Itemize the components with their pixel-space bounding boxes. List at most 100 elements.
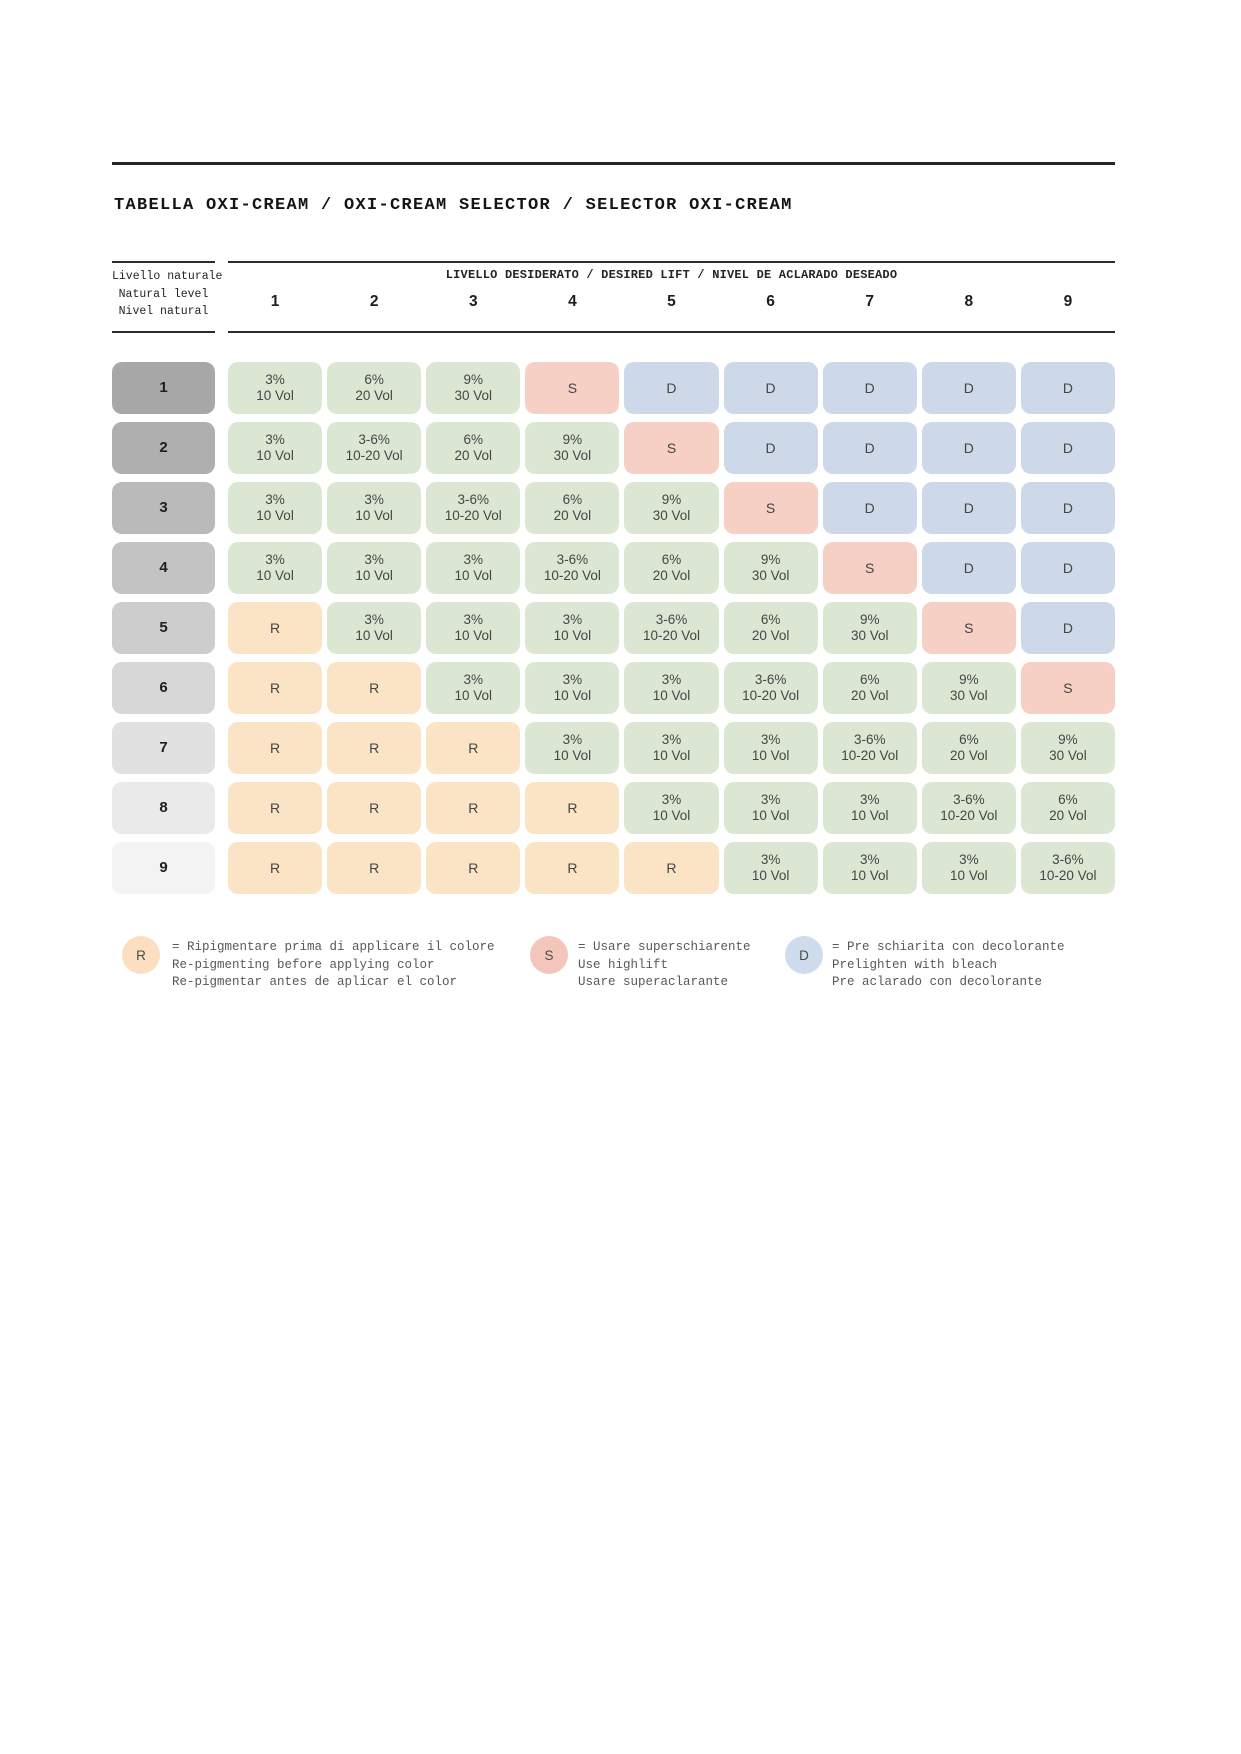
label-column-gap (220, 722, 223, 774)
column-number: 4 (568, 293, 577, 310)
legend-r-line-es: Re-pigmentar antes de aplicar el color (172, 975, 458, 989)
developer-cell: 3% 10 Vol (822, 782, 917, 834)
bleach-cell: D (921, 542, 1016, 594)
developer-cell: 3-6% 10-20 Vol (327, 422, 422, 474)
repigment-cell: R (327, 782, 422, 834)
repigment-cell: R (327, 722, 422, 774)
row-level-cell: 1 (112, 362, 215, 414)
column-number: 9 (1063, 293, 1073, 310)
repigment-cell: R (228, 602, 323, 654)
legend-r-line-it: = Ripigmentare prima di applicare il col… (172, 940, 495, 954)
developer-cell: 3% 10 Vol (624, 782, 719, 834)
repigment-cell: R (228, 662, 323, 714)
row-level-cell: 4 (112, 542, 215, 594)
repigment-cell: R (525, 782, 620, 834)
row-level-cell: 3 (112, 482, 215, 534)
label-column-gap (220, 782, 223, 834)
legend-d-line-es: Pre aclarado con decolorante (832, 975, 1043, 989)
repigment-cell: R (327, 842, 422, 894)
legend-group-bleach: D = Pre schiarita con decolorante Prelig… (785, 936, 1065, 992)
developer-cell: 3% 10 Vol (426, 662, 521, 714)
developer-cell: 3% 10 Vol (525, 602, 620, 654)
repigment-cell: R (228, 782, 323, 834)
bleach-cell: D (921, 422, 1016, 474)
repigment-cell: R (426, 842, 521, 894)
bleach-cell: D (1020, 542, 1115, 594)
developer-cell: 6% 20 Vol (1020, 782, 1115, 834)
developer-cell: 3-6% 10-20 Vol (624, 602, 719, 654)
column-number: 7 (865, 293, 875, 310)
col-axis-label: LIVELLO DESIDERATO / DESIRED LIFT / NIVE… (445, 268, 898, 282)
highlift-cell: S (525, 362, 620, 414)
header-top-rule (112, 261, 1115, 263)
legend-group-repigment: R = Ripigmentare prima di applicare il c… (122, 936, 495, 992)
bleach-cell: D (1020, 482, 1115, 534)
developer-cell: 3% 10 Vol (327, 542, 422, 594)
developer-cell: 9% 30 Vol (426, 362, 521, 414)
developer-cell: 3% 10 Vol (723, 722, 818, 774)
developer-cell: 3-6% 10-20 Vol (822, 722, 917, 774)
column-number: 8 (964, 293, 974, 310)
developer-cell: 3% 10 Vol (822, 842, 917, 894)
repigment-legend-icon: R (122, 936, 160, 974)
developer-cell: 3-6% 10-20 Vol (1020, 842, 1115, 894)
bleach-cell: D (723, 422, 818, 474)
column-number: 1 (270, 293, 280, 310)
developer-cell: 3% 10 Vol (228, 482, 323, 534)
highlift-cell: S (921, 602, 1016, 654)
label-column-gap (220, 482, 223, 534)
row-level-cell: 7 (112, 722, 215, 774)
legend-d-line-it: = Pre schiarita con decolorante (832, 940, 1065, 954)
legend-d-line-en: Prelighten with bleach (832, 957, 998, 972)
row-axis-line-es: Nivel natural (118, 305, 209, 318)
repigment-cell: R (624, 842, 719, 894)
top-rule (112, 162, 1115, 165)
legend-r-line-en: Re-pigmenting before applying color (172, 957, 435, 972)
row-level-cell: 6 (112, 662, 215, 714)
bleach-cell: D (822, 362, 917, 414)
row-axis-label: Livello naturale Natural level Nivel nat… (112, 268, 223, 321)
highlift-legend-icon: S (530, 936, 568, 974)
developer-cell: 3% 10 Vol (921, 842, 1016, 894)
developer-cell: 3% 10 Vol (228, 422, 323, 474)
bleach-cell: D (723, 362, 818, 414)
developer-cell: 6% 20 Vol (723, 602, 818, 654)
developer-cell: 3% 10 Vol (624, 662, 719, 714)
repigment-cell: R (426, 722, 521, 774)
developer-cell: 3% 10 Vol (327, 602, 422, 654)
developer-cell: 3% 10 Vol (426, 602, 521, 654)
developer-cell: 3-6% 10-20 Vol (426, 482, 521, 534)
legend-group-highlift: S = Usare superschiarente Use highlift U… (530, 936, 751, 992)
row-axis-line-it: Livello naturale (112, 270, 223, 283)
developer-cell: 3% 10 Vol (228, 542, 323, 594)
bleach-cell: D (921, 362, 1016, 414)
row-level-cell: 2 (112, 422, 215, 474)
developer-cell: 3% 10 Vol (426, 542, 521, 594)
legend: R = Ripigmentare prima di applicare il c… (112, 936, 1115, 1016)
developer-cell: 6% 20 Vol (525, 482, 620, 534)
bleach-cell: D (1020, 422, 1115, 474)
bleach-cell: D (1020, 602, 1115, 654)
repigment-cell: R (525, 842, 620, 894)
developer-cell: 3-6% 10-20 Vol (525, 542, 620, 594)
column-number: 5 (667, 293, 676, 310)
developer-cell: 6% 20 Vol (921, 722, 1016, 774)
label-column-gap (220, 362, 223, 414)
legend-s-line-es: Usare superaclarante (578, 975, 729, 989)
label-column-gap (220, 602, 223, 654)
repigment-cell: R (426, 782, 521, 834)
table-header: Livello naturale Natural level Nivel nat… (112, 268, 1115, 321)
highlift-cell: S (822, 542, 917, 594)
page-title: TABELLA OXI-CREAM / OXI-CREAM SELECTOR /… (114, 196, 793, 215)
column-numbers: 1 2 3 4 5 6 7 8 9 (228, 293, 1115, 311)
row-level-cell: 5 (112, 602, 215, 654)
developer-cell: 9% 30 Vol (723, 542, 818, 594)
developer-cell: 6% 20 Vol (426, 422, 521, 474)
developer-cell: 6% 20 Vol (327, 362, 422, 414)
developer-cell: 6% 20 Vol (624, 542, 719, 594)
bleach-cell: D (1020, 362, 1115, 414)
developer-cell: 3% 10 Vol (624, 722, 719, 774)
column-number: 6 (766, 293, 775, 310)
bleach-legend-icon: D (785, 936, 823, 974)
developer-cell: 3% 10 Vol (525, 662, 620, 714)
